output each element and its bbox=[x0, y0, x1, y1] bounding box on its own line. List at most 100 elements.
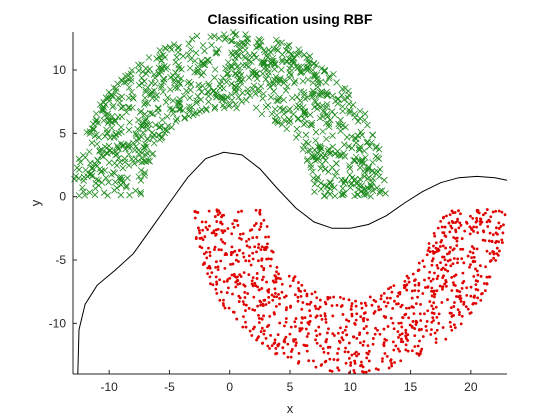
data-point bbox=[365, 174, 373, 181]
data-point bbox=[219, 220, 223, 224]
data-point bbox=[449, 246, 452, 249]
data-point bbox=[273, 274, 277, 277]
data-point bbox=[245, 239, 248, 243]
data-point bbox=[257, 321, 261, 324]
data-point bbox=[471, 302, 475, 306]
data-point bbox=[263, 52, 270, 59]
data-point bbox=[275, 80, 282, 87]
data-point bbox=[440, 238, 444, 242]
data-point bbox=[288, 284, 292, 288]
data-point bbox=[304, 76, 312, 83]
data-point bbox=[178, 66, 185, 73]
data-point bbox=[324, 317, 328, 321]
chart-title: Classification using RBF bbox=[208, 11, 373, 27]
y-tick-label: 0 bbox=[59, 190, 66, 204]
data-point bbox=[155, 123, 163, 131]
data-point bbox=[132, 130, 140, 137]
data-point bbox=[230, 232, 234, 236]
data-point bbox=[112, 88, 120, 95]
data-point bbox=[223, 253, 227, 257]
data-point bbox=[365, 163, 373, 171]
data-point bbox=[330, 304, 334, 308]
data-point bbox=[332, 358, 336, 361]
data-point bbox=[254, 38, 261, 46]
data-point bbox=[260, 258, 264, 262]
data-point bbox=[257, 335, 261, 339]
data-point bbox=[416, 344, 420, 348]
data-point bbox=[259, 248, 263, 251]
data-point bbox=[232, 101, 239, 108]
data-point bbox=[275, 95, 282, 103]
data-point bbox=[128, 67, 136, 74]
data-point bbox=[500, 210, 504, 214]
data-point bbox=[303, 316, 307, 320]
data-point bbox=[454, 228, 457, 232]
data-point bbox=[350, 314, 354, 318]
data-point bbox=[159, 88, 167, 96]
data-point bbox=[160, 51, 167, 59]
data-point bbox=[293, 293, 297, 297]
data-point bbox=[485, 249, 489, 253]
data-point bbox=[453, 211, 457, 214]
data-point bbox=[250, 51, 258, 58]
data-point bbox=[122, 72, 129, 80]
data-point bbox=[435, 315, 439, 319]
data-point bbox=[280, 282, 284, 286]
data-point bbox=[125, 141, 132, 148]
data-point bbox=[267, 235, 271, 239]
data-point bbox=[387, 287, 390, 291]
data-point bbox=[287, 57, 295, 65]
data-point bbox=[150, 131, 158, 139]
data-point bbox=[478, 264, 482, 268]
data-point bbox=[149, 110, 157, 117]
data-point bbox=[459, 212, 462, 216]
data-point bbox=[248, 329, 252, 333]
data-point bbox=[344, 361, 348, 365]
data-point bbox=[321, 192, 328, 200]
data-point bbox=[301, 95, 309, 102]
data-point bbox=[269, 257, 273, 261]
data-point bbox=[210, 87, 217, 95]
data-point bbox=[344, 325, 348, 329]
data-point bbox=[294, 344, 298, 347]
data-point bbox=[145, 157, 152, 164]
data-point bbox=[244, 89, 252, 96]
data-point bbox=[275, 351, 279, 355]
data-point bbox=[208, 254, 212, 258]
data-point bbox=[368, 295, 372, 299]
data-point bbox=[238, 39, 246, 46]
data-point bbox=[270, 57, 277, 65]
data-point bbox=[332, 334, 336, 337]
data-point bbox=[312, 359, 315, 363]
data-point bbox=[154, 105, 162, 113]
data-point bbox=[105, 94, 113, 102]
data-point bbox=[324, 91, 331, 99]
data-point bbox=[293, 320, 297, 324]
data-point bbox=[264, 54, 271, 61]
data-point bbox=[424, 324, 428, 328]
data-point bbox=[83, 128, 90, 136]
data-point bbox=[360, 159, 368, 167]
data-point bbox=[444, 246, 448, 250]
data-point bbox=[212, 50, 219, 57]
data-point bbox=[398, 349, 401, 353]
data-point bbox=[377, 305, 380, 309]
data-point bbox=[260, 65, 268, 72]
data-point bbox=[119, 103, 127, 111]
data-point bbox=[124, 72, 132, 79]
data-point bbox=[488, 252, 492, 255]
data-point bbox=[156, 47, 164, 54]
data-point bbox=[328, 357, 332, 361]
data-point bbox=[247, 237, 251, 241]
data-point bbox=[465, 222, 469, 225]
data-point bbox=[431, 307, 435, 311]
data-point bbox=[174, 99, 182, 106]
data-point bbox=[419, 349, 423, 353]
data-point bbox=[88, 125, 96, 132]
data-point bbox=[417, 268, 421, 272]
data-point bbox=[382, 300, 386, 304]
data-point bbox=[450, 314, 454, 318]
data-point bbox=[260, 245, 264, 249]
data-point bbox=[279, 106, 287, 114]
data-point bbox=[158, 65, 166, 73]
